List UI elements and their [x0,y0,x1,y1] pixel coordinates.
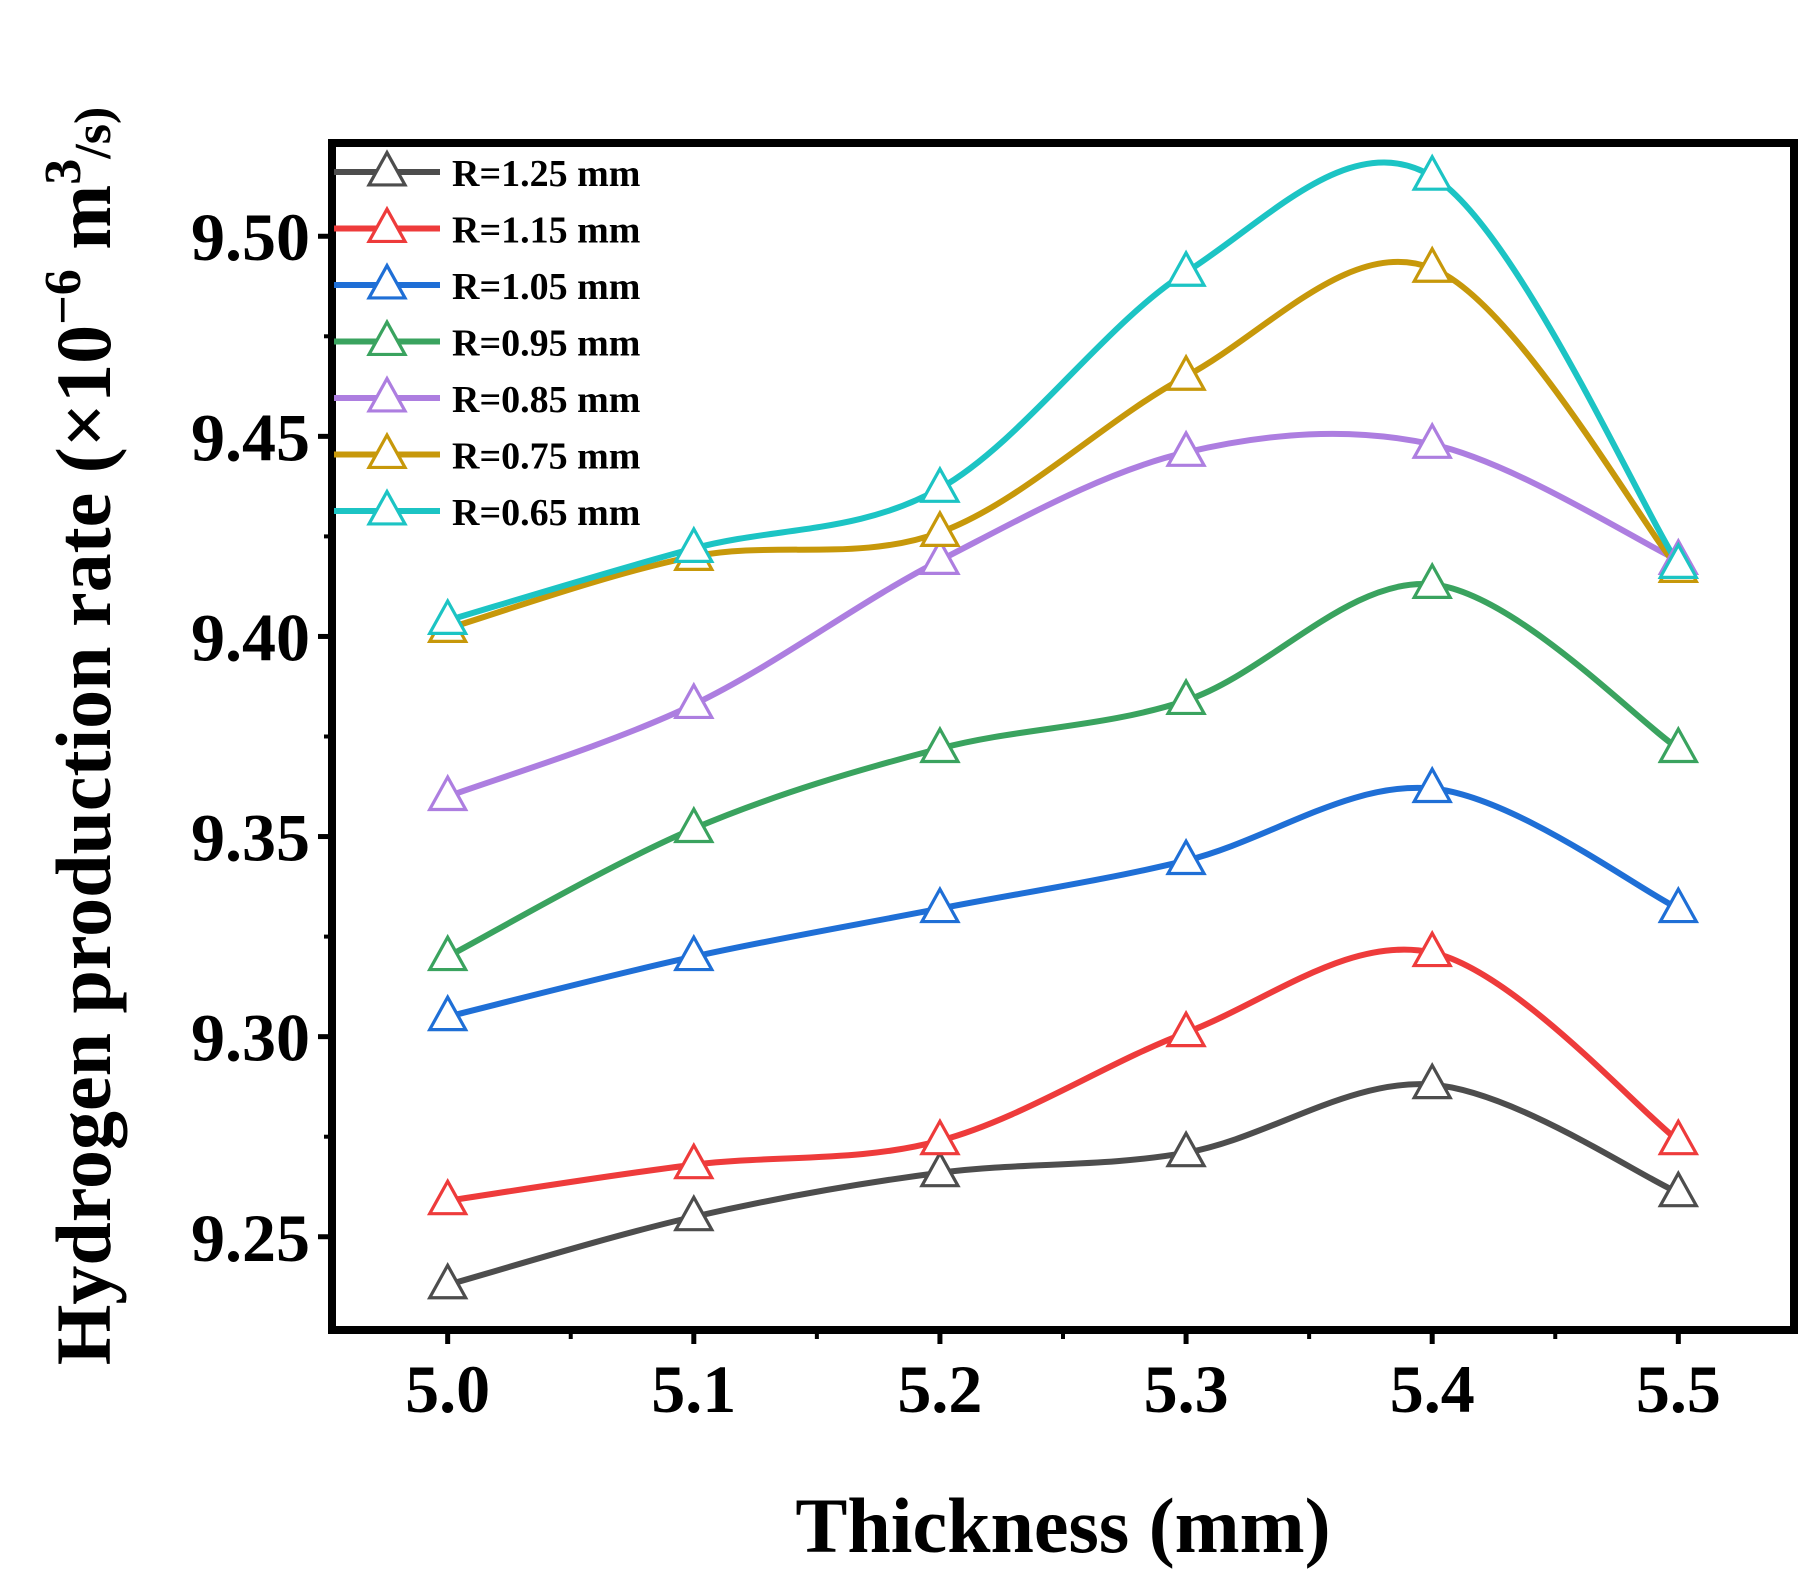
x-axis-title: Thickness (mm) [795,1482,1330,1569]
data-point-marker [1411,929,1453,968]
legend-label: R=1.05 mm [452,266,640,308]
y-tick-label: 9.35 [191,800,310,876]
data-point-marker [426,1178,469,1216]
data-point-marker [426,993,469,1032]
series-line [444,784,1682,1020]
y-tick-label: 9.50 [191,199,310,275]
y-axis-title-unit: m [40,185,127,269]
data-point-marker [1657,541,1700,579]
legend-label: R=0.65 mm [452,492,640,534]
legend-label: R=0.75 mm [452,436,640,478]
data-point-marker [1657,725,1700,764]
x-tick-label: 5.0 [405,1351,490,1427]
series-line [444,1081,1682,1288]
data-point-marker [1411,1061,1453,1100]
legend: R=1.25 mm R=1.15 mm R=1.05 mm R=0.95 mm R=0.… [334,149,640,534]
data-point-marker [919,509,961,547]
data-point-marker [1657,1117,1700,1156]
legend-swatch-marker [366,262,408,300]
data-point-marker [919,537,961,575]
axis-layer: 9.25 9.30 9.35 9.40 9.45 9.50 5.0 5.1 5.2 5.3 5.4 5… [191,199,1721,1427]
data-point-marker [673,1194,715,1232]
data-point-marker [1411,421,1453,459]
data-point-marker [1657,1169,1700,1208]
data-point-marker [919,465,961,503]
y-tick-label: 9.25 [191,1200,310,1276]
data-point-marker [1411,153,1453,191]
data-point-marker [919,1149,961,1188]
data-point-marker [673,681,715,720]
legend-swatch-marker [366,488,408,526]
x-tick-label: 5.1 [651,1351,736,1427]
data-point-marker [1165,249,1207,287]
y-axis-title: Hydrogen production rate (×10−6 m3/s) [35,107,127,1366]
legend-label: R=1.15 mm [452,210,640,252]
data-point-marker [1165,837,1207,876]
data-point-marker [1165,353,1207,391]
data-point-marker [1411,765,1453,804]
y-tick-label: 9.40 [191,599,310,675]
series-line [444,581,1682,960]
data-point-marker [919,885,961,924]
legend-swatch-marker [366,149,408,187]
data-point-marker [673,525,715,563]
data-point-marker [673,1141,715,1180]
legend-swatch-marker [366,375,408,413]
legend-swatch-marker [366,318,408,357]
y-axis-title-tail: /s) [65,107,122,160]
y-axis-title-main: Hydrogen production rate (×10 [40,325,127,1365]
y-axis-title-exp1: −6 [35,269,92,325]
y-tick-label: 9.30 [191,1000,310,1076]
legend-label: R=0.95 mm [452,323,640,365]
legend-label: R=1.25 mm [452,153,640,195]
x-tick-label: 5.5 [1636,1351,1721,1427]
data-point-marker [1165,1009,1207,1048]
series-line [444,430,1682,800]
series-line [444,259,1682,632]
data-point-marker [673,805,715,844]
marker-layer [426,153,1700,1300]
legend-label: R=0.85 mm [452,379,640,421]
data-point-marker [426,933,469,972]
x-tick-label: 5.2 [897,1351,982,1427]
data-point-marker [1165,429,1207,467]
data-point-marker [673,933,715,972]
y-axis-title-exp2: 3 [35,159,92,185]
data-point-marker [1411,245,1453,283]
series-line [444,946,1682,1204]
plot-frame [328,139,1798,1334]
x-tick-label: 5.4 [1390,1351,1475,1427]
data-point-marker [426,773,469,812]
legend-swatch-marker [366,205,408,244]
data-point-marker [426,597,469,636]
x-tick-label: 5.3 [1144,1351,1229,1427]
data-point-marker [1411,561,1453,599]
data-point-marker [1165,1129,1207,1168]
legend-swatch-marker [366,431,408,470]
data-point-marker [919,725,961,764]
y-tick-label: 9.45 [191,399,310,475]
data-point-marker [426,1262,469,1300]
data-point-marker [1657,885,1700,924]
data-point-marker [919,1117,961,1156]
data-point-marker [1165,677,1207,716]
